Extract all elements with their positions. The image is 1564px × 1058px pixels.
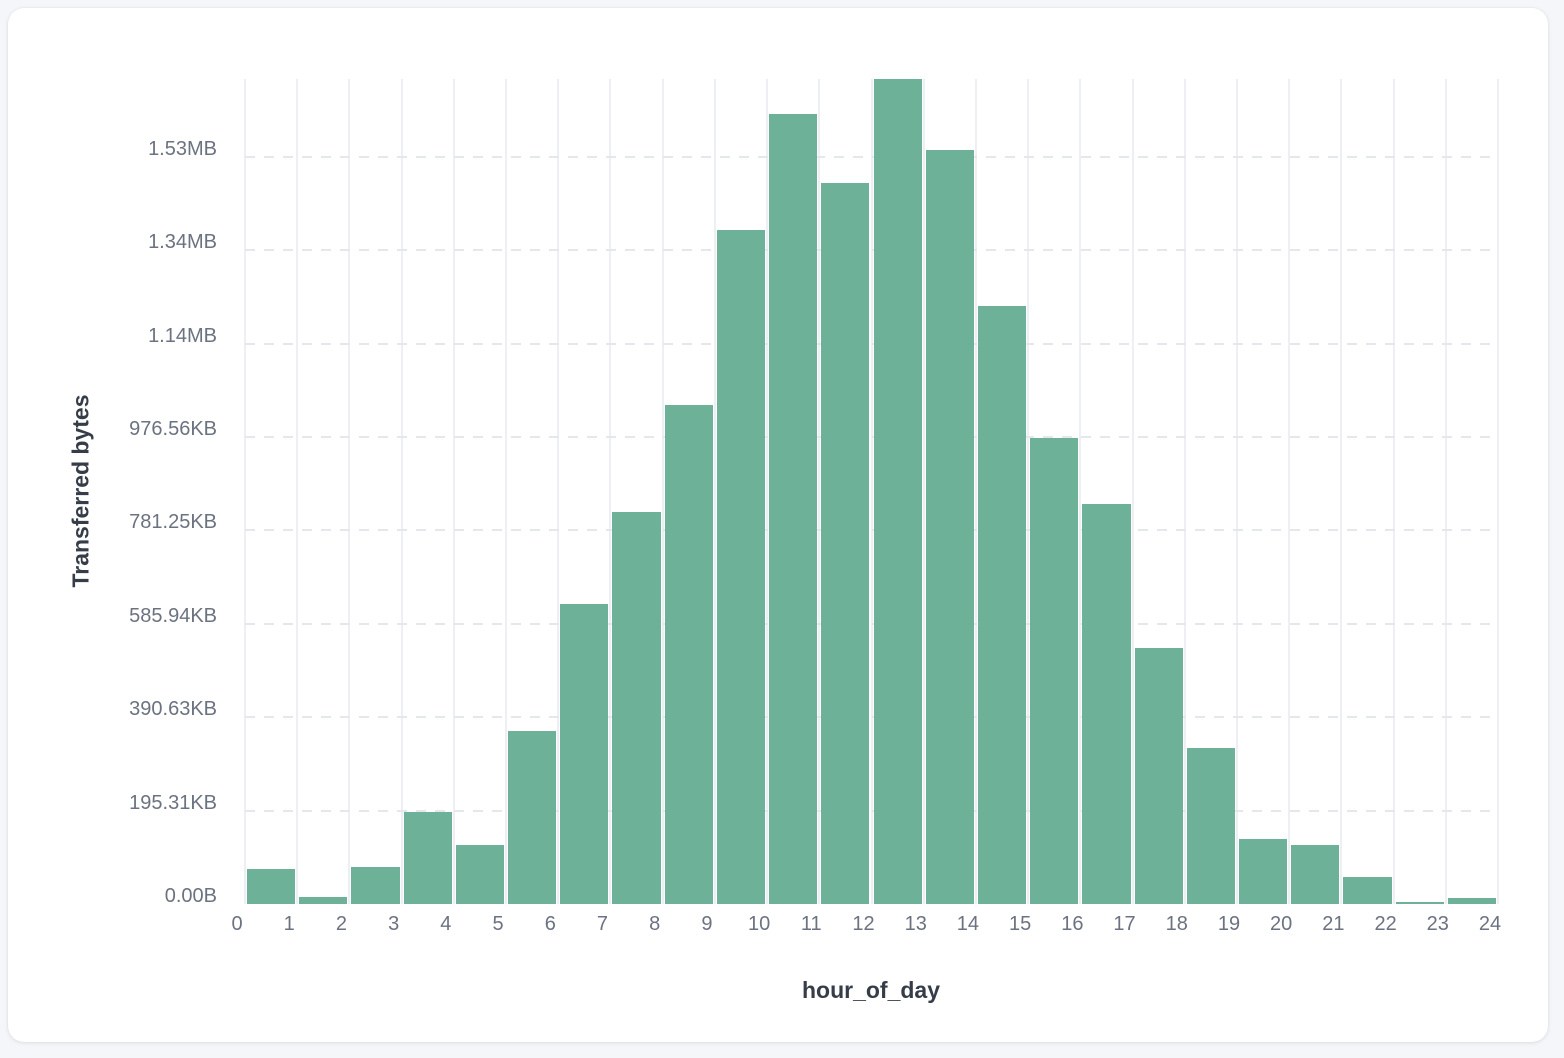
y-tick-label: 976.56KB: [129, 417, 217, 440]
plot-area: [244, 79, 1499, 904]
x-tick-label: 11: [800, 913, 822, 935]
y-gridline: [245, 249, 1498, 252]
bar-hour-6[interactable]: [560, 604, 609, 904]
x-gridline: [348, 79, 351, 904]
y-gridline: [245, 622, 1498, 625]
x-gridline: [1235, 79, 1238, 904]
chart-card: hour_of_day Transferred bytes: [8, 8, 1548, 1042]
y-tick-label: 1.14MB: [148, 324, 217, 347]
y-tick-label: 390.63KB: [129, 698, 217, 721]
y-gridline: [245, 435, 1498, 438]
x-gridline: [1288, 79, 1291, 904]
bar-hour-16[interactable]: [1082, 504, 1131, 904]
x-tick-label: 9: [701, 913, 713, 935]
bar-hour-7[interactable]: [612, 512, 661, 904]
bar-hour-11[interactable]: [821, 182, 870, 904]
y-gridline: [245, 529, 1498, 532]
bar-hour-10[interactable]: [769, 114, 818, 904]
x-gridline: [244, 79, 246, 904]
y-gridline: [245, 716, 1498, 719]
bar-hour-17[interactable]: [1134, 648, 1183, 904]
x-axis-title: hour_of_day: [801, 977, 941, 1003]
x-tick-label: 17: [1113, 913, 1136, 935]
x-tick-label: 6: [544, 913, 556, 935]
x-gridline: [974, 79, 977, 904]
x-gridline: [1497, 79, 1499, 904]
x-tick-label: 18: [1165, 913, 1188, 935]
bar-hour-1[interactable]: [299, 896, 348, 904]
x-tick-label: 15: [1009, 913, 1032, 935]
x-gridline: [922, 79, 925, 904]
x-gridline: [1027, 79, 1030, 904]
x-gridline: [609, 79, 612, 904]
x-gridline: [661, 79, 664, 904]
x-gridline: [400, 79, 403, 904]
x-tick-label: 22: [1374, 913, 1397, 935]
x-tick-label: 10: [747, 913, 771, 935]
y-tick-label: 195.31KB: [129, 791, 217, 814]
x-gridline: [1340, 79, 1343, 904]
x-gridline: [452, 79, 455, 904]
bar-hour-12[interactable]: [873, 79, 922, 904]
x-tick-label: 20: [1270, 913, 1293, 935]
bar-hour-13[interactable]: [925, 149, 974, 904]
x-tick-label: 21: [1322, 913, 1345, 935]
y-tick-label: 781.25KB: [129, 511, 217, 534]
bar-hour-20[interactable]: [1291, 844, 1340, 904]
x-gridline: [557, 79, 560, 904]
y-tick-label: 0.00B: [164, 885, 217, 907]
x-tick-label: 23: [1426, 913, 1449, 935]
x-tick-label: 13: [904, 913, 927, 935]
x-gridline: [818, 79, 821, 904]
bar-hour-19[interactable]: [1238, 838, 1288, 904]
bar-hour-22[interactable]: [1395, 902, 1444, 904]
bar-hour-4[interactable]: [455, 845, 505, 904]
x-tick-label: 8: [649, 913, 661, 935]
y-gridline: [245, 155, 1498, 158]
x-gridline: [1131, 79, 1134, 904]
x-gridline: [713, 79, 716, 904]
x-tick-label: 0: [231, 913, 243, 935]
x-tick-label: 7: [596, 913, 609, 935]
bar-hour-3[interactable]: [403, 812, 452, 904]
x-tick-label: 5: [492, 913, 504, 935]
x-gridline: [1444, 79, 1447, 904]
bar-hour-5[interactable]: [508, 731, 557, 904]
bar-hour-23[interactable]: [1447, 897, 1496, 904]
y-tick-label: 1.34MB: [148, 231, 217, 254]
x-tick-label: 4: [440, 913, 452, 935]
x-gridline: [296, 79, 299, 904]
y-tick-label: 1.53MB: [148, 137, 217, 160]
y-gridline: [245, 809, 1498, 812]
y-gridline: [245, 342, 1498, 345]
x-gridline: [1183, 79, 1186, 904]
bar-hour-0[interactable]: [247, 869, 296, 904]
x-gridline: [1079, 79, 1082, 904]
x-gridline: [1392, 79, 1395, 904]
x-tick-label: 19: [1217, 913, 1241, 935]
bar-hour-15[interactable]: [1030, 438, 1079, 904]
x-tick-label: 3: [388, 913, 400, 935]
bar-hour-18[interactable]: [1186, 748, 1235, 904]
bar-hour-8[interactable]: [664, 404, 713, 904]
x-gridline: [766, 79, 769, 904]
y-tick-label: 585.94KB: [129, 604, 217, 627]
x-tick-label: 2: [335, 913, 347, 935]
x-tick-label: 16: [1061, 913, 1084, 935]
x-tick-label: 1: [283, 913, 295, 935]
bar-hour-9[interactable]: [716, 230, 766, 904]
x-tick-label: 24: [1478, 913, 1502, 935]
x-gridline: [505, 79, 508, 904]
x-tick-label: 14: [956, 913, 980, 935]
x-tick-label: 12: [852, 913, 875, 935]
bar-hour-21[interactable]: [1343, 877, 1392, 904]
bar-hour-14[interactable]: [977, 306, 1027, 904]
bar-hour-2[interactable]: [351, 867, 400, 904]
x-gridline: [870, 79, 873, 904]
